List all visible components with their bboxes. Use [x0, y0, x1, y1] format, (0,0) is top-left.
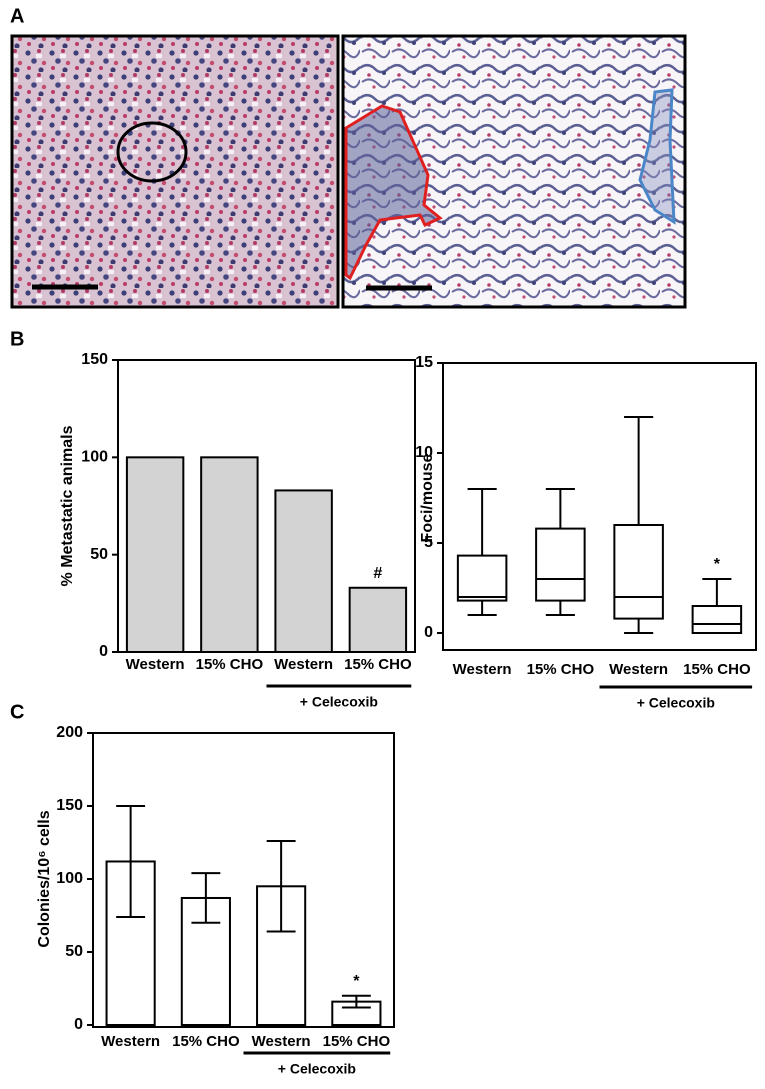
- y-tick-label: 100: [56, 870, 83, 887]
- y-tick-label: 150: [56, 797, 83, 814]
- y-tick-label: 15: [415, 354, 433, 371]
- y-axis-label: Foci/mouse: [419, 453, 436, 542]
- significance-mark: *: [714, 556, 721, 573]
- y-axis-label: Colonies/10⁶ cells: [36, 810, 53, 947]
- x-tick-label: 15% CHO: [344, 656, 412, 673]
- x-tick-label: Western: [274, 656, 333, 673]
- plot-frame: [442, 362, 757, 651]
- significance-mark: *: [353, 973, 360, 990]
- x-tick-label: Western: [252, 1033, 311, 1050]
- y-tick-label: 0: [74, 1016, 83, 1033]
- y-tick-label: 100: [81, 449, 108, 466]
- y-tick-label: 50: [90, 546, 108, 563]
- x-tick-label: 15% CHO: [527, 661, 595, 678]
- bar: [274, 489, 333, 653]
- y-axis-label: % Metastatic animals: [59, 425, 76, 586]
- group-label: + Celecoxib: [300, 694, 378, 710]
- y-tick-label: 150: [81, 351, 108, 368]
- y-tick-label: 200: [56, 724, 83, 741]
- box: [613, 524, 664, 620]
- bar: [125, 456, 185, 654]
- y-tick-label: 50: [65, 943, 83, 960]
- bar: [105, 860, 156, 1026]
- bar: [200, 456, 259, 654]
- box: [535, 527, 586, 602]
- plot-frame: [117, 359, 416, 653]
- group-label: + Celecoxib: [278, 1061, 356, 1077]
- x-tick-label: Western: [453, 661, 512, 678]
- y-tick-label: 5: [424, 534, 433, 551]
- micrograph-left: [10, 34, 340, 309]
- group-label: + Celecoxib: [637, 695, 715, 711]
- panel-label: A: [10, 5, 24, 27]
- y-tick-label: 10: [415, 444, 433, 461]
- y-tick-label: 0: [424, 624, 433, 641]
- x-tick-label: Western: [101, 1033, 160, 1050]
- bar: [348, 586, 408, 654]
- panel-label: C: [10, 701, 24, 723]
- micrograph-right: [341, 34, 687, 309]
- x-tick-label: 15% CHO: [172, 1033, 240, 1050]
- x-tick-label: Western: [126, 656, 185, 673]
- box: [691, 605, 743, 634]
- x-tick-label: 15% CHO: [323, 1033, 391, 1050]
- panel-label: B: [10, 328, 24, 350]
- significance-mark: #: [373, 565, 382, 582]
- y-tick-label: 0: [99, 643, 108, 660]
- x-tick-label: 15% CHO: [196, 656, 264, 673]
- x-tick-label: 15% CHO: [683, 661, 751, 678]
- box: [456, 554, 508, 602]
- x-tick-label: Western: [609, 661, 668, 678]
